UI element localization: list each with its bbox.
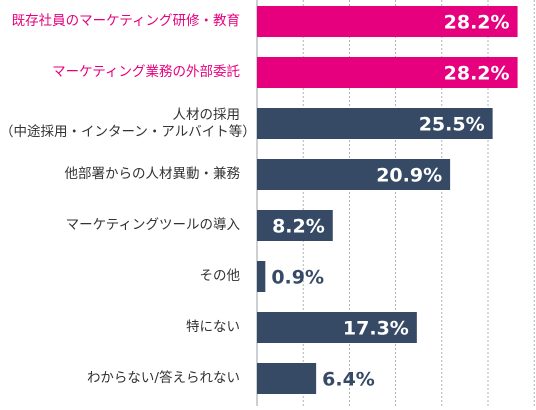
category-label-line: 既存社員のマーケティング研修・教育 bbox=[11, 13, 240, 29]
category-label-line: わからない/答えられない bbox=[86, 370, 240, 386]
bar bbox=[257, 159, 451, 190]
bar bbox=[257, 57, 518, 88]
bar bbox=[257, 363, 317, 394]
value-label: 20.9% bbox=[376, 165, 442, 187]
category-label: 人材の採用 （中途採用・インターン・アルバイト等） bbox=[0, 106, 256, 141]
category-label-line: マーケティング業務の外部委託 bbox=[52, 64, 240, 80]
category-label: マーケティングツールの導入 bbox=[0, 217, 240, 234]
category-label-line: マーケティングツールの導入 bbox=[65, 217, 240, 233]
category-label-line: （中途採用・インターン・アルバイト等） bbox=[0, 123, 256, 140]
value-label: 17.3% bbox=[343, 318, 409, 340]
category-label: その他 bbox=[0, 268, 241, 285]
bar bbox=[257, 261, 266, 292]
category-label: 既存社員のマーケティング研修・教育 bbox=[0, 13, 240, 30]
bar bbox=[257, 210, 333, 241]
value-label: 0.9% bbox=[271, 267, 324, 289]
category-label-line: その他 bbox=[199, 268, 241, 284]
bar bbox=[257, 6, 518, 37]
category-label-line: 人材の採用 bbox=[172, 106, 241, 123]
category-label-line: 特にない bbox=[186, 319, 240, 335]
category-label-line: 他部署からの人材異動・兼務 bbox=[64, 166, 241, 182]
value-label: 8.2% bbox=[272, 216, 325, 238]
value-label: 25.5% bbox=[419, 114, 485, 136]
category-label: マーケティング業務の外部委託 bbox=[0, 64, 240, 81]
category-label: わからない/答えられない bbox=[0, 370, 240, 387]
value-label: 28.2% bbox=[444, 12, 510, 34]
value-label: 6.4% bbox=[322, 369, 375, 391]
bar bbox=[257, 312, 417, 343]
bar bbox=[257, 108, 493, 139]
category-label: 特にない bbox=[0, 319, 240, 336]
category-label: 他部署からの人材異動・兼務 bbox=[0, 166, 241, 183]
value-label: 28.2% bbox=[444, 63, 510, 85]
